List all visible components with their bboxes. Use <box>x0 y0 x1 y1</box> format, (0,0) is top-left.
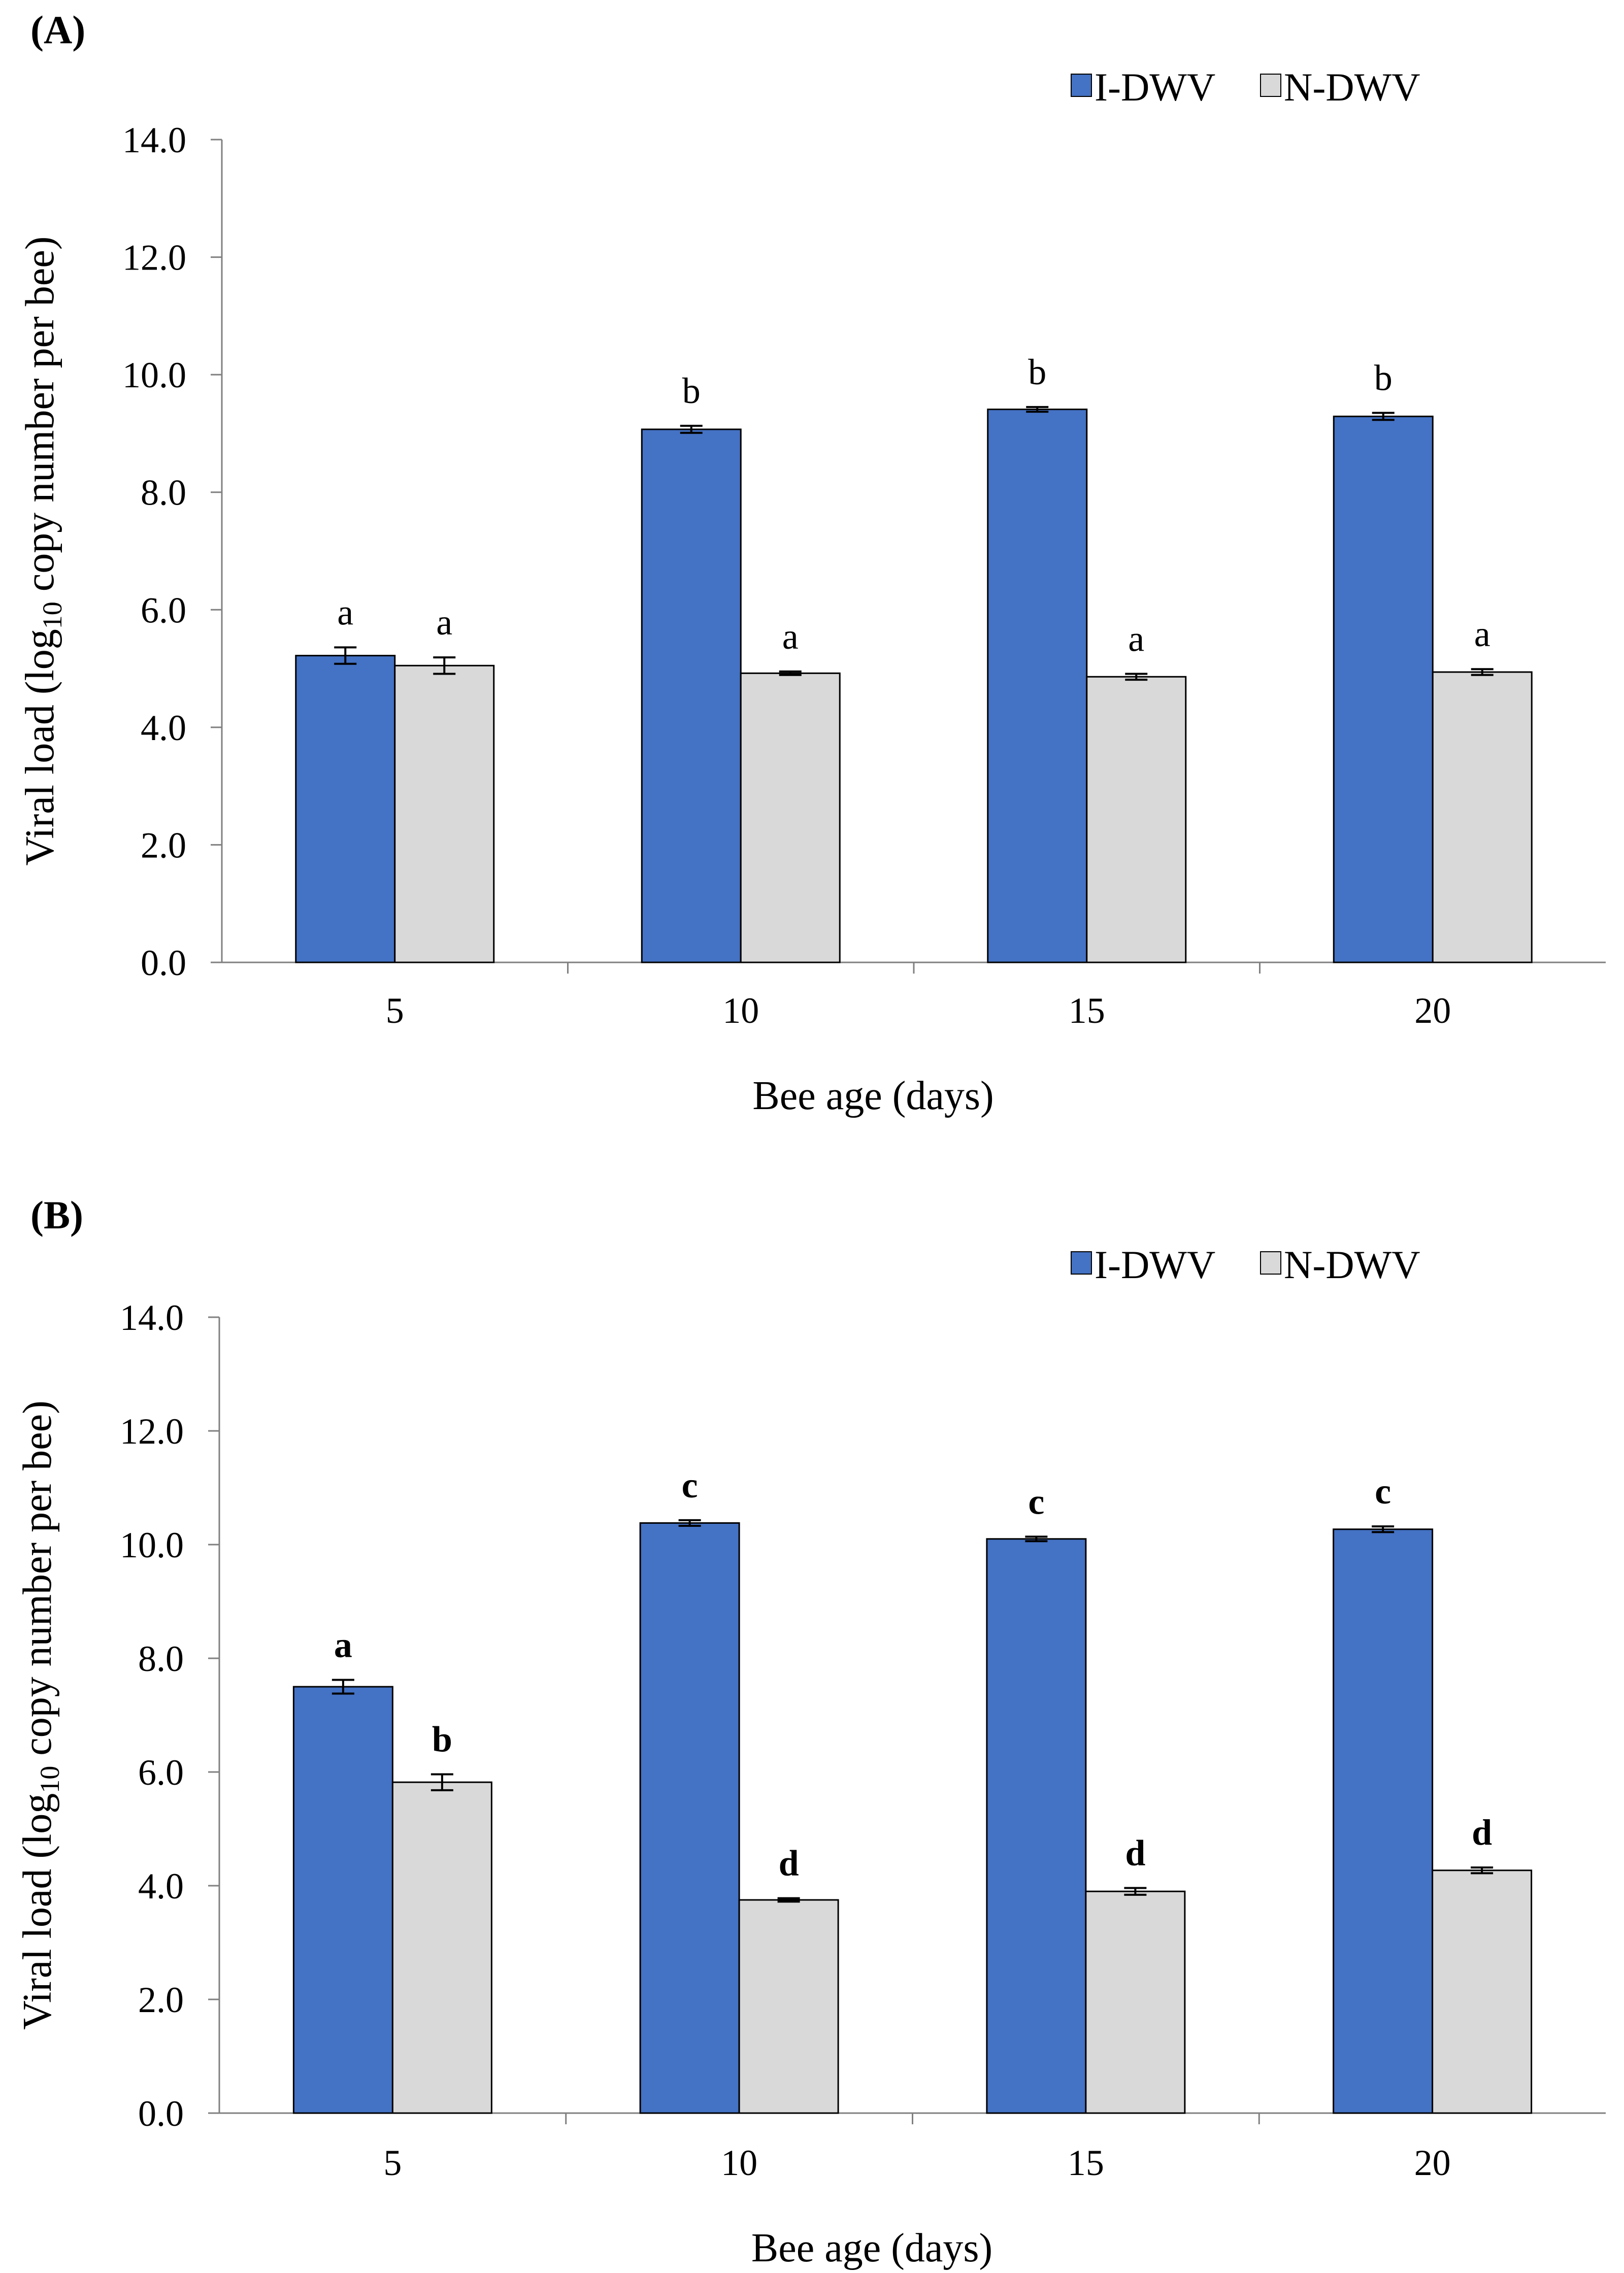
y-tick-label: 14.0 <box>120 1297 184 1338</box>
y-tick-label: 2.0 <box>141 825 186 865</box>
significance-label: b <box>682 371 701 411</box>
significance-label: b <box>432 1719 452 1759</box>
bar-i-dwv-5 <box>295 655 396 963</box>
bar-i-dwv-15 <box>986 1538 1087 2114</box>
significance-label: d <box>779 1843 799 1884</box>
y-tick-label: 14.0 <box>122 120 186 160</box>
bar-n-dwv-10 <box>740 672 841 963</box>
x-axis-title: Bee age (days) <box>752 1074 993 1118</box>
y-tick-label: 6.0 <box>138 1752 184 1793</box>
significance-label: d <box>1125 1832 1145 1873</box>
y-tick-label: 8.0 <box>141 473 186 513</box>
x-axis-title: Bee age (days) <box>751 2226 992 2270</box>
y-tick-label: 0.0 <box>141 943 186 983</box>
legend-swatch-i-dwv <box>1071 1251 1092 1275</box>
y-axis-title-subscript: 10 <box>35 1766 65 1793</box>
bar-i-dwv-10 <box>641 428 742 963</box>
chart-panel-0: (A) 0.0 2.0 4.0 6.0 8.0 10.0 12.0 14.0 5 a a 10 b a 15 b… <box>18 8 1606 1118</box>
y-tick-label: 12.0 <box>120 1411 184 1452</box>
y-tick-label: 4.0 <box>138 1866 184 1907</box>
bar-n-dwv-5 <box>394 664 495 963</box>
y-tick-label: 10.0 <box>120 1525 184 1565</box>
legend-swatch-n-dwv <box>1260 74 1281 97</box>
significance-label: a <box>337 592 353 632</box>
significance-label: c <box>682 1465 698 1506</box>
significance-label: a <box>782 616 799 657</box>
significance-label: a <box>1474 614 1490 654</box>
significance-label: a <box>334 1625 352 1665</box>
y-tick-label: 4.0 <box>141 708 186 748</box>
panel-label: (B) <box>30 1193 83 1237</box>
x-tick-label: 5 <box>386 990 404 1031</box>
y-tick-label: 6.0 <box>141 590 186 630</box>
legend-label: N-DWV <box>1284 65 1420 109</box>
y-axis-title: Viral load (log10 copy number per bee) <box>15 1400 65 2030</box>
y-tick-label: 12.0 <box>122 238 186 278</box>
significance-label: a <box>1128 618 1144 659</box>
panel-label: (A) <box>30 8 85 52</box>
bar-n-dwv-20 <box>1432 1869 1533 2114</box>
x-tick-label: 15 <box>1068 2143 1104 2183</box>
y-axis-title-suffix: copy number per bee) <box>15 1400 60 1766</box>
significance-label: b <box>1374 357 1393 398</box>
bar-n-dwv-15 <box>1086 676 1187 963</box>
x-tick-label: 20 <box>1414 2143 1451 2183</box>
bar-n-dwv-15 <box>1085 1890 1186 2114</box>
bar-n-dwv-20 <box>1432 671 1533 963</box>
bar-i-dwv-20 <box>1333 415 1434 963</box>
significance-label: c <box>1375 1471 1391 1512</box>
y-tick-label: 8.0 <box>138 1639 184 1679</box>
chart-panel-1: (B) 0.0 2.0 4.0 6.0 8.0 10.0 12.0 14.0 5 a b 10 c d 15 c… <box>15 1193 1606 2270</box>
y-tick-label: 10.0 <box>122 355 186 395</box>
x-tick-label: 20 <box>1414 990 1451 1031</box>
y-axis-title-suffix: copy number per bee) <box>18 237 62 602</box>
x-tick-label: 10 <box>721 2143 757 2183</box>
legend-label: I-DWV <box>1095 1243 1215 1287</box>
legend-label: N-DWV <box>1284 1243 1420 1287</box>
bar-i-dwv-5 <box>292 1686 393 2114</box>
significance-label: d <box>1472 1812 1492 1853</box>
x-tick-label: 5 <box>383 2143 402 2183</box>
legend-label: I-DWV <box>1095 65 1215 109</box>
significance-label: a <box>436 602 452 643</box>
bar-n-dwv-10 <box>738 1899 839 2114</box>
legend-swatch-i-dwv <box>1071 74 1092 97</box>
y-axis-title-prefix: Viral load (log <box>15 1793 60 2030</box>
significance-label: c <box>1028 1481 1044 1522</box>
x-tick-label: 15 <box>1069 990 1105 1031</box>
legend-swatch-n-dwv <box>1260 1251 1281 1275</box>
y-axis-title: Viral load (log10 copy number per bee) <box>18 237 68 866</box>
bar-i-dwv-10 <box>639 1522 740 2114</box>
y-tick-label: 2.0 <box>138 1980 184 2020</box>
bar-n-dwv-5 <box>391 1781 492 2114</box>
y-axis-title-subscript: 10 <box>37 601 68 629</box>
x-tick-label: 10 <box>722 990 759 1031</box>
y-axis-title-prefix: Viral load (log <box>18 629 62 865</box>
bar-i-dwv-20 <box>1333 1528 1434 2114</box>
y-tick-label: 0.0 <box>138 2093 184 2134</box>
significance-label: b <box>1028 352 1046 392</box>
bar-i-dwv-15 <box>987 408 1088 963</box>
